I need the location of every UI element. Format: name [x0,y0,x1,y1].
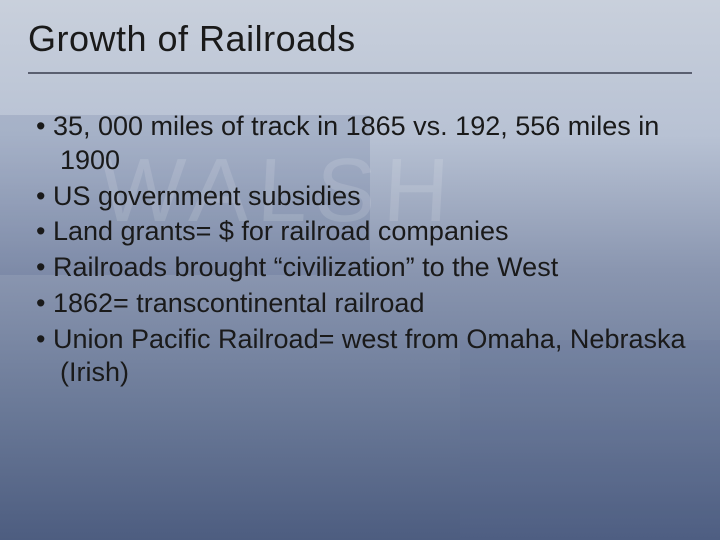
bullet-item: 35, 000 miles of track in 1865 vs. 192, … [36,110,692,178]
bullet-item: US government subsidies [36,180,692,214]
bullet-item: Railroads brought “civilization” to the … [36,251,692,285]
bullet-item: Land grants= $ for railroad companies [36,215,692,249]
slide-title: Growth of Railroads [28,18,692,74]
slide-container: Growth of Railroads 35, 000 miles of tra… [0,0,720,540]
bullet-list: 35, 000 miles of track in 1865 vs. 192, … [28,110,692,390]
bullet-item: Union Pacific Railroad= west from Omaha,… [36,323,692,391]
bullet-item: 1862= transcontinental railroad [36,287,692,321]
